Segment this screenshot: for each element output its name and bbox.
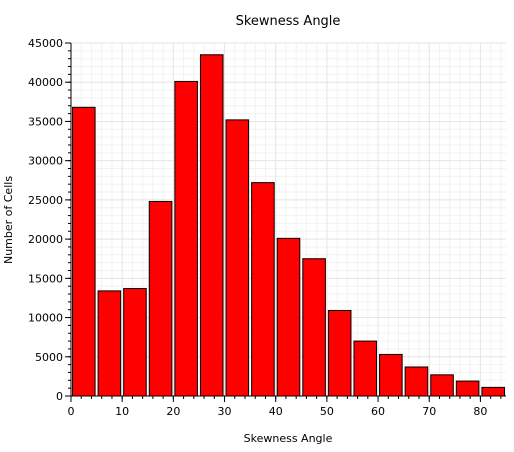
bar-0	[72, 106, 96, 397]
bar-55	[353, 340, 378, 397]
y-axis-label: Number of Cells	[2, 176, 15, 264]
y-tick-label: 20000	[28, 233, 63, 246]
bar-60	[379, 353, 403, 397]
y-tick-label: 25000	[28, 194, 63, 207]
x-tick-label: 10	[115, 405, 129, 418]
bar-15	[148, 200, 173, 397]
x-tick-label: 50	[320, 405, 334, 418]
y-tick-label: 5000	[35, 351, 63, 364]
y-tick-label: 45000	[28, 37, 63, 50]
x-axis-ticks: 0 10 20 30 40 50 60 70 80	[68, 396, 502, 418]
x-tick-label: 0	[68, 405, 75, 418]
axes	[70, 43, 506, 397]
bar-50	[327, 309, 352, 397]
bar-65	[404, 366, 429, 397]
x-tick-label: 20	[166, 405, 180, 418]
x-tick-label: 70	[422, 405, 436, 418]
bar-25	[199, 54, 224, 397]
x-tick-label: 80	[473, 405, 487, 418]
bar-5	[97, 290, 122, 397]
chart-title: Skewness Angle	[236, 14, 341, 29]
bar-35	[251, 182, 275, 397]
x-axis-label: Skewness Angle	[244, 432, 333, 445]
bar-75	[455, 380, 480, 397]
y-tick-label: 10000	[28, 312, 63, 325]
bar-70	[430, 374, 454, 397]
bar-30	[225, 119, 250, 397]
x-tick-label: 60	[371, 405, 385, 418]
bar-80	[481, 386, 506, 397]
bar-10	[123, 288, 147, 397]
y-tick-label: 30000	[28, 155, 63, 168]
x-tick-label: 30	[218, 405, 232, 418]
bar-45	[302, 258, 326, 397]
bar-40	[276, 237, 301, 397]
y-axis-ticks: 0 5000 10000 15000 20000 25000 30000 35000 40000…	[28, 37, 71, 403]
bar-20	[174, 80, 198, 397]
y-tick-label: 35000	[28, 115, 63, 128]
y-tick-label: 15000	[28, 272, 63, 285]
x-tick-label: 40	[269, 405, 283, 418]
y-tick-label: 40000	[28, 76, 63, 89]
y-tick-label: 0	[56, 390, 63, 403]
